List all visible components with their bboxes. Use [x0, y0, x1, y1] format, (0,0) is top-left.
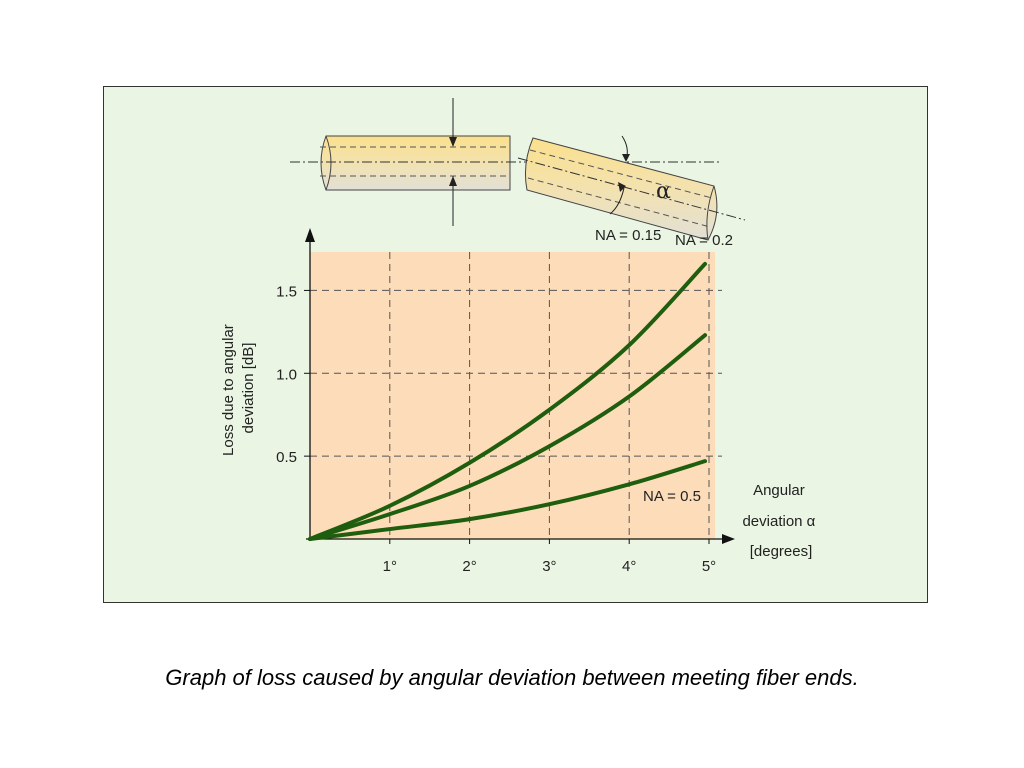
x-tick-label: 5° — [702, 558, 716, 575]
series-line — [308, 459, 708, 541]
x-tick-label: 2° — [462, 558, 476, 575]
right-fiber — [517, 137, 746, 241]
y-axis-arrow — [305, 228, 315, 242]
axes — [305, 228, 735, 544]
x-axis-label-line-1: Angular — [753, 482, 805, 499]
y-axis-label: Loss due to angular deviation [dB] — [220, 320, 257, 456]
alpha-label: α — [656, 179, 671, 204]
series-label: NA = 0.2 — [675, 232, 733, 249]
y-tick-label: 1.0 — [276, 366, 297, 383]
fiber-diagram: α — [290, 98, 746, 241]
x-tick-label: 4° — [622, 558, 636, 575]
grid-lines — [310, 252, 722, 539]
series-label: NA = 0.5 — [643, 488, 701, 505]
series-line — [308, 333, 708, 541]
x-tick-label: 1° — [383, 558, 397, 575]
y-tick-label: 0.5 — [276, 449, 297, 466]
x-axis-label-line-2: deviation α — [742, 513, 815, 530]
series-line — [308, 261, 708, 541]
left-fiber — [320, 135, 511, 191]
x-axis-arrow — [722, 534, 735, 544]
x-tick-label: 3° — [542, 558, 556, 575]
alpha-angle-marker: α — [609, 135, 671, 215]
plot-background — [310, 252, 715, 539]
y-axis-label-line-1: Loss due to angular — [220, 324, 237, 456]
y-axis-label-line-2: deviation [dB] — [240, 343, 257, 434]
y-tick-label: 1.5 — [276, 283, 297, 300]
x-axis-label: Angular deviation α [degrees] — [742, 482, 819, 560]
core-marker — [449, 98, 457, 226]
axis-ticks: 1° 2° 3° 4° 5° 0.5 1.0 1.5 — [276, 283, 716, 575]
figure-caption: Graph of loss caused by angular deviatio… — [165, 665, 859, 690]
series-labels: NA = 0.15 NA = 0.2 NA = 0.5 — [595, 227, 733, 505]
loss-curves — [308, 261, 708, 541]
series-label: NA = 0.15 — [595, 227, 661, 244]
x-axis-label-line-3: [degrees] — [750, 543, 813, 560]
